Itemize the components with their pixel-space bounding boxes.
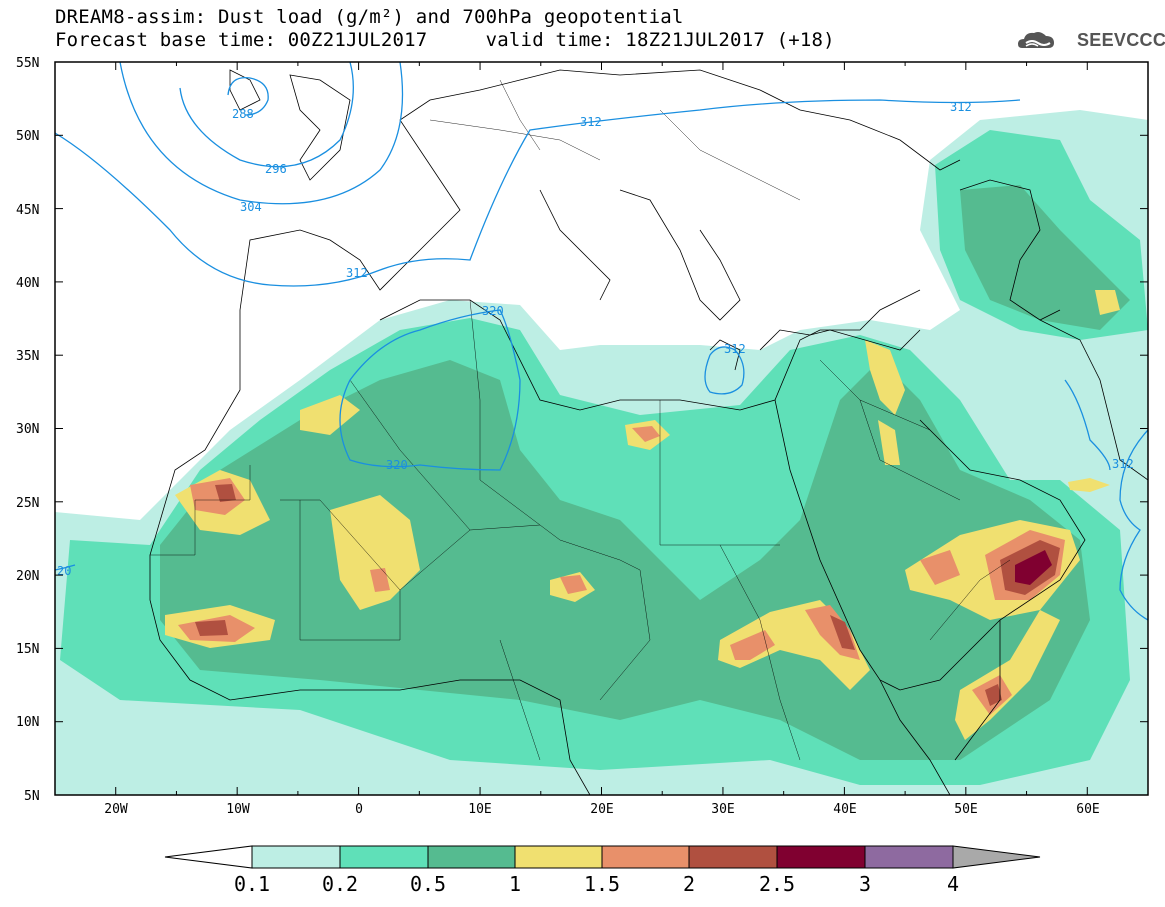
- contour-label: 20: [57, 564, 71, 578]
- lat-label: 40N: [16, 276, 39, 291]
- colorbar-label: 0.2: [322, 872, 358, 896]
- contour-label: 312: [950, 100, 972, 114]
- borders: [150, 79, 1011, 761]
- colorbar-label: 3: [859, 872, 871, 896]
- lat-label: 35N: [16, 349, 39, 364]
- map-title: DREAM8-assim: Dust load (g/m²) and 700hP…: [55, 6, 684, 28]
- lon-label: 10E: [468, 802, 491, 817]
- colorbar-label: 4: [947, 872, 959, 896]
- contour-label: 304: [240, 200, 262, 214]
- lat-label: 30N: [16, 422, 39, 437]
- colorbar-label: 1.5: [584, 872, 620, 896]
- colorbar-swatch: [251, 845, 341, 869]
- lat-label: 15N: [16, 642, 39, 657]
- lat-label: 45N: [16, 203, 39, 218]
- lon-label: 50E: [954, 802, 977, 817]
- lon-label: 20E: [590, 802, 613, 817]
- lon-label: 60E: [1076, 802, 1099, 817]
- logo-text: SEEVCCC: [1077, 30, 1165, 50]
- lat-label: 10N: [16, 715, 39, 730]
- contour-label: 320: [482, 304, 504, 318]
- colorbar-swatch: [339, 845, 429, 869]
- lon-label: 10W: [226, 802, 250, 817]
- contour-label: 288: [232, 107, 254, 121]
- colorbar-label: 1: [509, 872, 521, 896]
- lon-label: 40E: [833, 802, 856, 817]
- colorbar-low-arrow: [164, 845, 253, 869]
- lon-label: 30E: [711, 802, 734, 817]
- contour-label: 296: [265, 162, 287, 176]
- contour-label: 312: [346, 266, 368, 280]
- geopotential-contours: [55, 62, 1148, 621]
- map-subtitle: Forecast base time: 00Z21JUL2017 valid t…: [55, 29, 835, 51]
- contour-label: 312: [724, 342, 746, 356]
- lat-label: 50N: [16, 129, 39, 144]
- coastlines: [149, 69, 1148, 795]
- axis-ticks: [54, 61, 1149, 796]
- lat-label: 20N: [16, 569, 39, 584]
- colorbar-swatch: [514, 845, 603, 869]
- colorbar-label: 2: [683, 872, 695, 896]
- colorbar-swatch: [688, 845, 778, 869]
- contour-label: 312: [580, 115, 602, 129]
- lat-label: 25N: [16, 496, 39, 511]
- colorbar-swatch: [864, 845, 954, 869]
- colorbar-swatch: [601, 845, 690, 869]
- colorbar-swatch: [776, 845, 866, 869]
- latitude-labels: 55N 50N 45N 40N 35N 30N 25N 20N 15N 10N …: [16, 56, 40, 804]
- lat-label: 55N: [16, 56, 39, 71]
- colorbar-high-arrow: [952, 845, 1041, 869]
- colorbar-label: 0.5: [410, 872, 446, 896]
- contour-label: 320: [386, 458, 408, 472]
- lon-label: 20W: [104, 802, 128, 817]
- seevccc-logo-icon: [1018, 32, 1054, 48]
- colorbar: [164, 845, 1041, 869]
- colorbar-swatch: [427, 845, 516, 869]
- colorbar-label: 2.5: [759, 872, 795, 896]
- lon-label: 0: [355, 802, 363, 817]
- longitude-labels: 20W 10W 0 10E 20E 30E 40E 50E 60E: [104, 802, 1099, 817]
- colorbar-label: 0.1: [234, 872, 270, 896]
- contour-labels: 288 296 304 312 312 312 320 320 312 312 …: [57, 100, 1134, 578]
- lat-label: 5N: [24, 789, 40, 804]
- contour-label: 312: [1112, 457, 1134, 471]
- colorbar-labels: 0.1 0.2 0.5 1 1.5 2 2.5 3 4: [234, 872, 959, 896]
- dust-field: [55, 62, 1148, 795]
